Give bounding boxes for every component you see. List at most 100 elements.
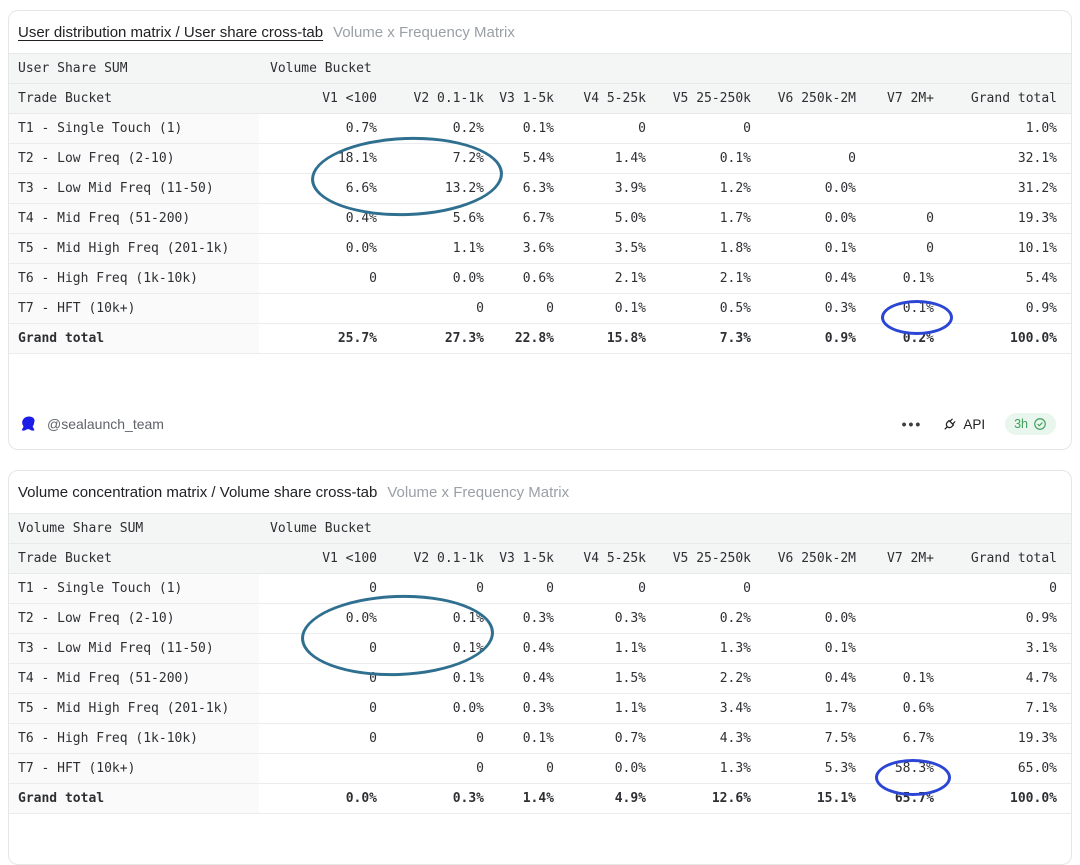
value-cell: 0.3%: [498, 603, 568, 634]
card-title: Volume concentration matrix / Volume sha…: [18, 483, 378, 501]
table-row: T7 - HFT (10k+) 0 0 0.0% 1.3% 5.3% 58.3% 65.0%: [9, 753, 1071, 784]
column-header: V5 25-250k: [660, 543, 765, 574]
value-cell: 5.6%: [391, 203, 498, 234]
value-cell: 0: [259, 263, 391, 294]
value-cell: 0.9%: [948, 293, 1071, 324]
value-cell: 6.6%: [259, 173, 391, 204]
row-label: T5 - Mid High Freq (201-1k): [9, 693, 259, 724]
row-label: Grand total: [9, 323, 259, 354]
value-cell: 25.7%: [259, 323, 391, 354]
value-cell: 32.1%: [948, 143, 1071, 174]
value-cell: 27.3%: [391, 323, 498, 354]
widget-actions: ••• API 3h: [902, 413, 1056, 435]
column-header: V3 1-5k: [498, 83, 568, 114]
table-row: T2 - Low Freq (2-10) 18.1% 7.2% 5.4% 1.4% 0.1…: [9, 143, 1071, 174]
value-cell: 0.0%: [765, 173, 870, 204]
column-header-row: Trade Bucket V1 <100 V2 0.1-1k V3 1-5k V4 5-…: [9, 543, 1071, 574]
value-cell: 18.1%: [259, 143, 391, 174]
value-cell: 7.1%: [948, 693, 1071, 724]
value-cell: 0: [568, 113, 660, 144]
column-header: Grand total: [948, 83, 1071, 114]
value-cell: 13.2%: [391, 173, 498, 204]
value-cell: 0.1%: [765, 233, 870, 264]
value-cell: 0: [259, 573, 391, 604]
value-cell: 10.1%: [948, 233, 1071, 264]
table-row: T6 - High Freq (1k-10k) 0 0.0% 0.6% 2.1% 2.1%…: [9, 263, 1071, 294]
value-cell: 0.3%: [391, 783, 498, 814]
column-header: V2 0.1-1k: [391, 83, 498, 114]
table-row: T6 - High Freq (1k-10k) 0 0 0.1% 0.7% 4.3% 7.5…: [9, 723, 1071, 754]
value-cell: 0: [948, 573, 1071, 604]
table-row: T7 - HFT (10k+) 0 0 0.1% 0.5% 0.3% 0.1% 0.9%: [9, 293, 1071, 324]
value-cell: 0.0%: [259, 233, 391, 264]
api-button[interactable]: API: [942, 417, 985, 432]
volume-share-matrix-card: Volume concentration matrix / Volume sha…: [8, 470, 1072, 865]
api-label: API: [963, 416, 986, 432]
value-cell: 0.0%: [568, 753, 660, 784]
value-cell: [870, 573, 948, 604]
value-cell: 0: [870, 203, 948, 234]
value-cell: 0.7%: [568, 723, 660, 754]
value-cell: 12.6%: [660, 783, 765, 814]
value-cell: 31.2%: [948, 173, 1071, 204]
value-cell: 0: [259, 633, 391, 664]
value-cell: 0: [765, 143, 870, 174]
row-label: T5 - Mid High Freq (201-1k): [9, 233, 259, 264]
card-subtitle: Volume x Frequency Matrix: [387, 483, 570, 501]
value-cell: 2.1%: [568, 263, 660, 294]
column-header: V6 250k-2M: [765, 543, 870, 574]
value-cell: 3.4%: [660, 693, 765, 724]
value-cell: 0: [568, 573, 660, 604]
measure-label: User Share SUM: [9, 53, 259, 84]
value-cell: 0: [660, 113, 765, 144]
value-cell: 0: [391, 753, 498, 784]
value-cell: 0.3%: [498, 693, 568, 724]
value-cell: 0: [259, 663, 391, 694]
value-cell: [870, 603, 948, 634]
card-title-link[interactable]: User distribution matrix / User share cr…: [18, 23, 324, 41]
value-cell: 5.0%: [568, 203, 660, 234]
column-header: Grand total: [948, 543, 1071, 574]
more-menu-button[interactable]: •••: [901, 416, 923, 432]
sealaunch-logo-icon: [19, 414, 39, 434]
value-cell: 3.5%: [568, 233, 660, 264]
value-cell: 65.7%: [870, 783, 948, 814]
value-cell: 0.4%: [765, 663, 870, 694]
freshness-badge[interactable]: 3h: [1005, 413, 1056, 435]
column-header: V1 <100: [259, 83, 391, 114]
value-cell: 15.8%: [568, 323, 660, 354]
value-cell: 0.2%: [870, 323, 948, 354]
value-cell: 100.0%: [948, 783, 1071, 814]
value-cell: 4.3%: [660, 723, 765, 754]
bucket-group-label: Volume Bucket: [259, 53, 1071, 84]
row-label: T7 - HFT (10k+): [9, 753, 259, 784]
table-row: T1 - Single Touch (1) 0.7% 0.2% 0.1% 0 0 1.0%: [9, 113, 1071, 144]
row-label: T3 - Low Mid Freq (11-50): [9, 173, 259, 204]
value-cell: [259, 753, 391, 784]
plug-icon: [944, 418, 956, 430]
grand-total-row: Grand total 25.7% 27.3% 22.8% 15.8% 7.3% 0.9% 0…: [9, 323, 1071, 354]
value-cell: 4.9%: [568, 783, 660, 814]
value-cell: [870, 113, 948, 144]
value-cell: 22.8%: [498, 323, 568, 354]
table-row: T4 - Mid Freq (51-200) 0.4% 5.6% 6.7% 5.0% 1.…: [9, 203, 1071, 234]
value-cell: 0.1%: [870, 663, 948, 694]
user-share-matrix-table: User Share SUM Volume Bucket Trade Bucket V…: [9, 53, 1071, 354]
value-cell: 3.9%: [568, 173, 660, 204]
value-cell: 19.3%: [948, 203, 1071, 234]
value-cell: 0.9%: [948, 603, 1071, 634]
team-handle-link[interactable]: @sealaunch_team: [47, 416, 164, 432]
value-cell: 1.8%: [660, 233, 765, 264]
value-cell: 0.1%: [660, 143, 765, 174]
value-cell: 100.0%: [948, 323, 1071, 354]
measure-row: User Share SUM Volume Bucket: [9, 53, 1071, 84]
value-cell: 0.0%: [391, 693, 498, 724]
value-cell: [765, 113, 870, 144]
value-cell: 2.1%: [660, 263, 765, 294]
column-header: V7 2M+: [870, 543, 948, 574]
value-cell: 65.0%: [948, 753, 1071, 784]
table-row: T3 - Low Mid Freq (11-50) 0 0.1% 0.4% 1.1% 1.…: [9, 633, 1071, 664]
value-cell: [870, 633, 948, 664]
value-cell: 1.1%: [568, 693, 660, 724]
table-row: T4 - Mid Freq (51-200) 0 0.1% 0.4% 1.5% 2.2% 0…: [9, 663, 1071, 694]
